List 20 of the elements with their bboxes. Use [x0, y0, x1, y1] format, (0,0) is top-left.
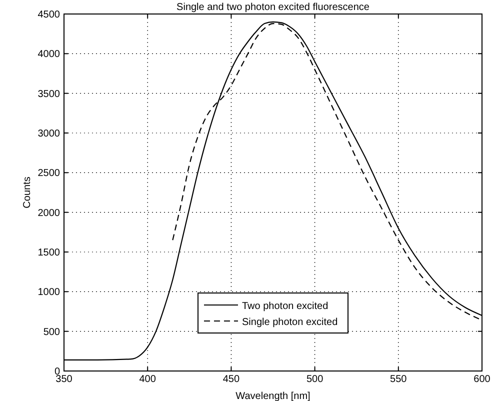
x-tick-label: 550: [390, 374, 408, 385]
y-tick-label: 500: [43, 326, 60, 338]
x-tick-label: 350: [56, 374, 73, 385]
y-tick-label: 1500: [38, 248, 60, 258]
y-axis-title: Counts: [22, 176, 33, 208]
x-tick-label: 500: [306, 374, 324, 385]
y-tick-label: 3000: [38, 128, 60, 140]
y-tick-label: 4500: [38, 10, 60, 20]
y-tick-label: 4000: [38, 49, 60, 60]
legend-label: Single photon excited: [242, 317, 338, 328]
x-axis-title: Wavelength [nm]: [236, 391, 311, 401]
x-tick-label: 600: [474, 374, 491, 385]
x-tick-label: 450: [222, 374, 240, 385]
y-tick-label: 2000: [38, 208, 60, 219]
y-tick-label: 3500: [38, 88, 60, 100]
chart-title: Single and two photon excited fluorescence: [176, 2, 370, 13]
x-tick-label: 400: [139, 374, 156, 385]
y-tick-label: 1000: [38, 287, 60, 298]
y-tick-label: 2500: [38, 168, 60, 180]
legend-label: Two photon excited: [242, 301, 328, 312]
